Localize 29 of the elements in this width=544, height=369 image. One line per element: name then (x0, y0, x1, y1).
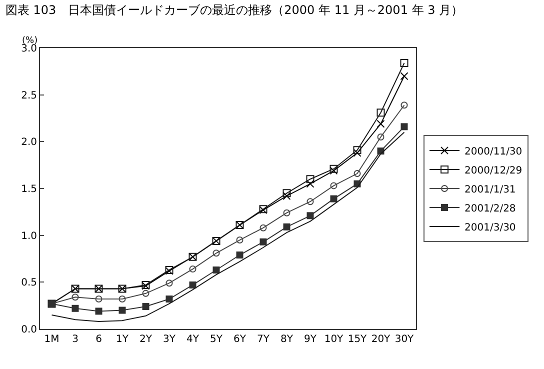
x-tick-label: 4Y (186, 334, 200, 345)
legend-label: 2001/1/31 (464, 184, 516, 196)
x-tick-label: 6Y (234, 334, 247, 345)
y-tick-label: 1.0 (21, 230, 37, 242)
x-tick-label: 6 (96, 334, 102, 345)
y-tick-label: 2.0 (21, 137, 37, 148)
y-tick-label: 0.5 (21, 278, 37, 289)
legend-label: 2001/2/28 (464, 203, 516, 214)
x-tick-label: 7Y (257, 334, 270, 345)
legend-label: 2000/12/29 (464, 165, 522, 176)
legend-label: 2001/3/30 (464, 222, 516, 234)
legend-label: 2000/11/30 (464, 146, 522, 158)
y-tick-label: 1.5 (21, 184, 37, 195)
x-tick-label: 5Y (210, 334, 224, 345)
x-tick-label: 20Y (371, 334, 392, 345)
y-tick-label: 2.5 (21, 90, 37, 102)
x-tick-label: 8Y (280, 334, 294, 345)
x-tick-label: 2Y (140, 334, 153, 345)
x-tick-label: 10Y (324, 334, 344, 345)
x-tick-label: 1Y (116, 334, 130, 345)
y-tick-label: 0.0 (21, 324, 37, 336)
x-tick-label: 15Y (348, 334, 368, 345)
x-tick-label: 3Y (163, 334, 176, 345)
x-tick-label: 3 (72, 334, 78, 345)
chart-title: 図表 103 日本国債イールドカーブの最近の推移（2000 年 11 月～2001 年 3 月） (5, 2, 464, 17)
y-tick-label: 3.0 (21, 44, 37, 54)
x-tick-label: 9Y (304, 334, 318, 345)
x-tick-label: 30Y (394, 334, 415, 345)
x-tick-label: 1M (44, 334, 60, 345)
